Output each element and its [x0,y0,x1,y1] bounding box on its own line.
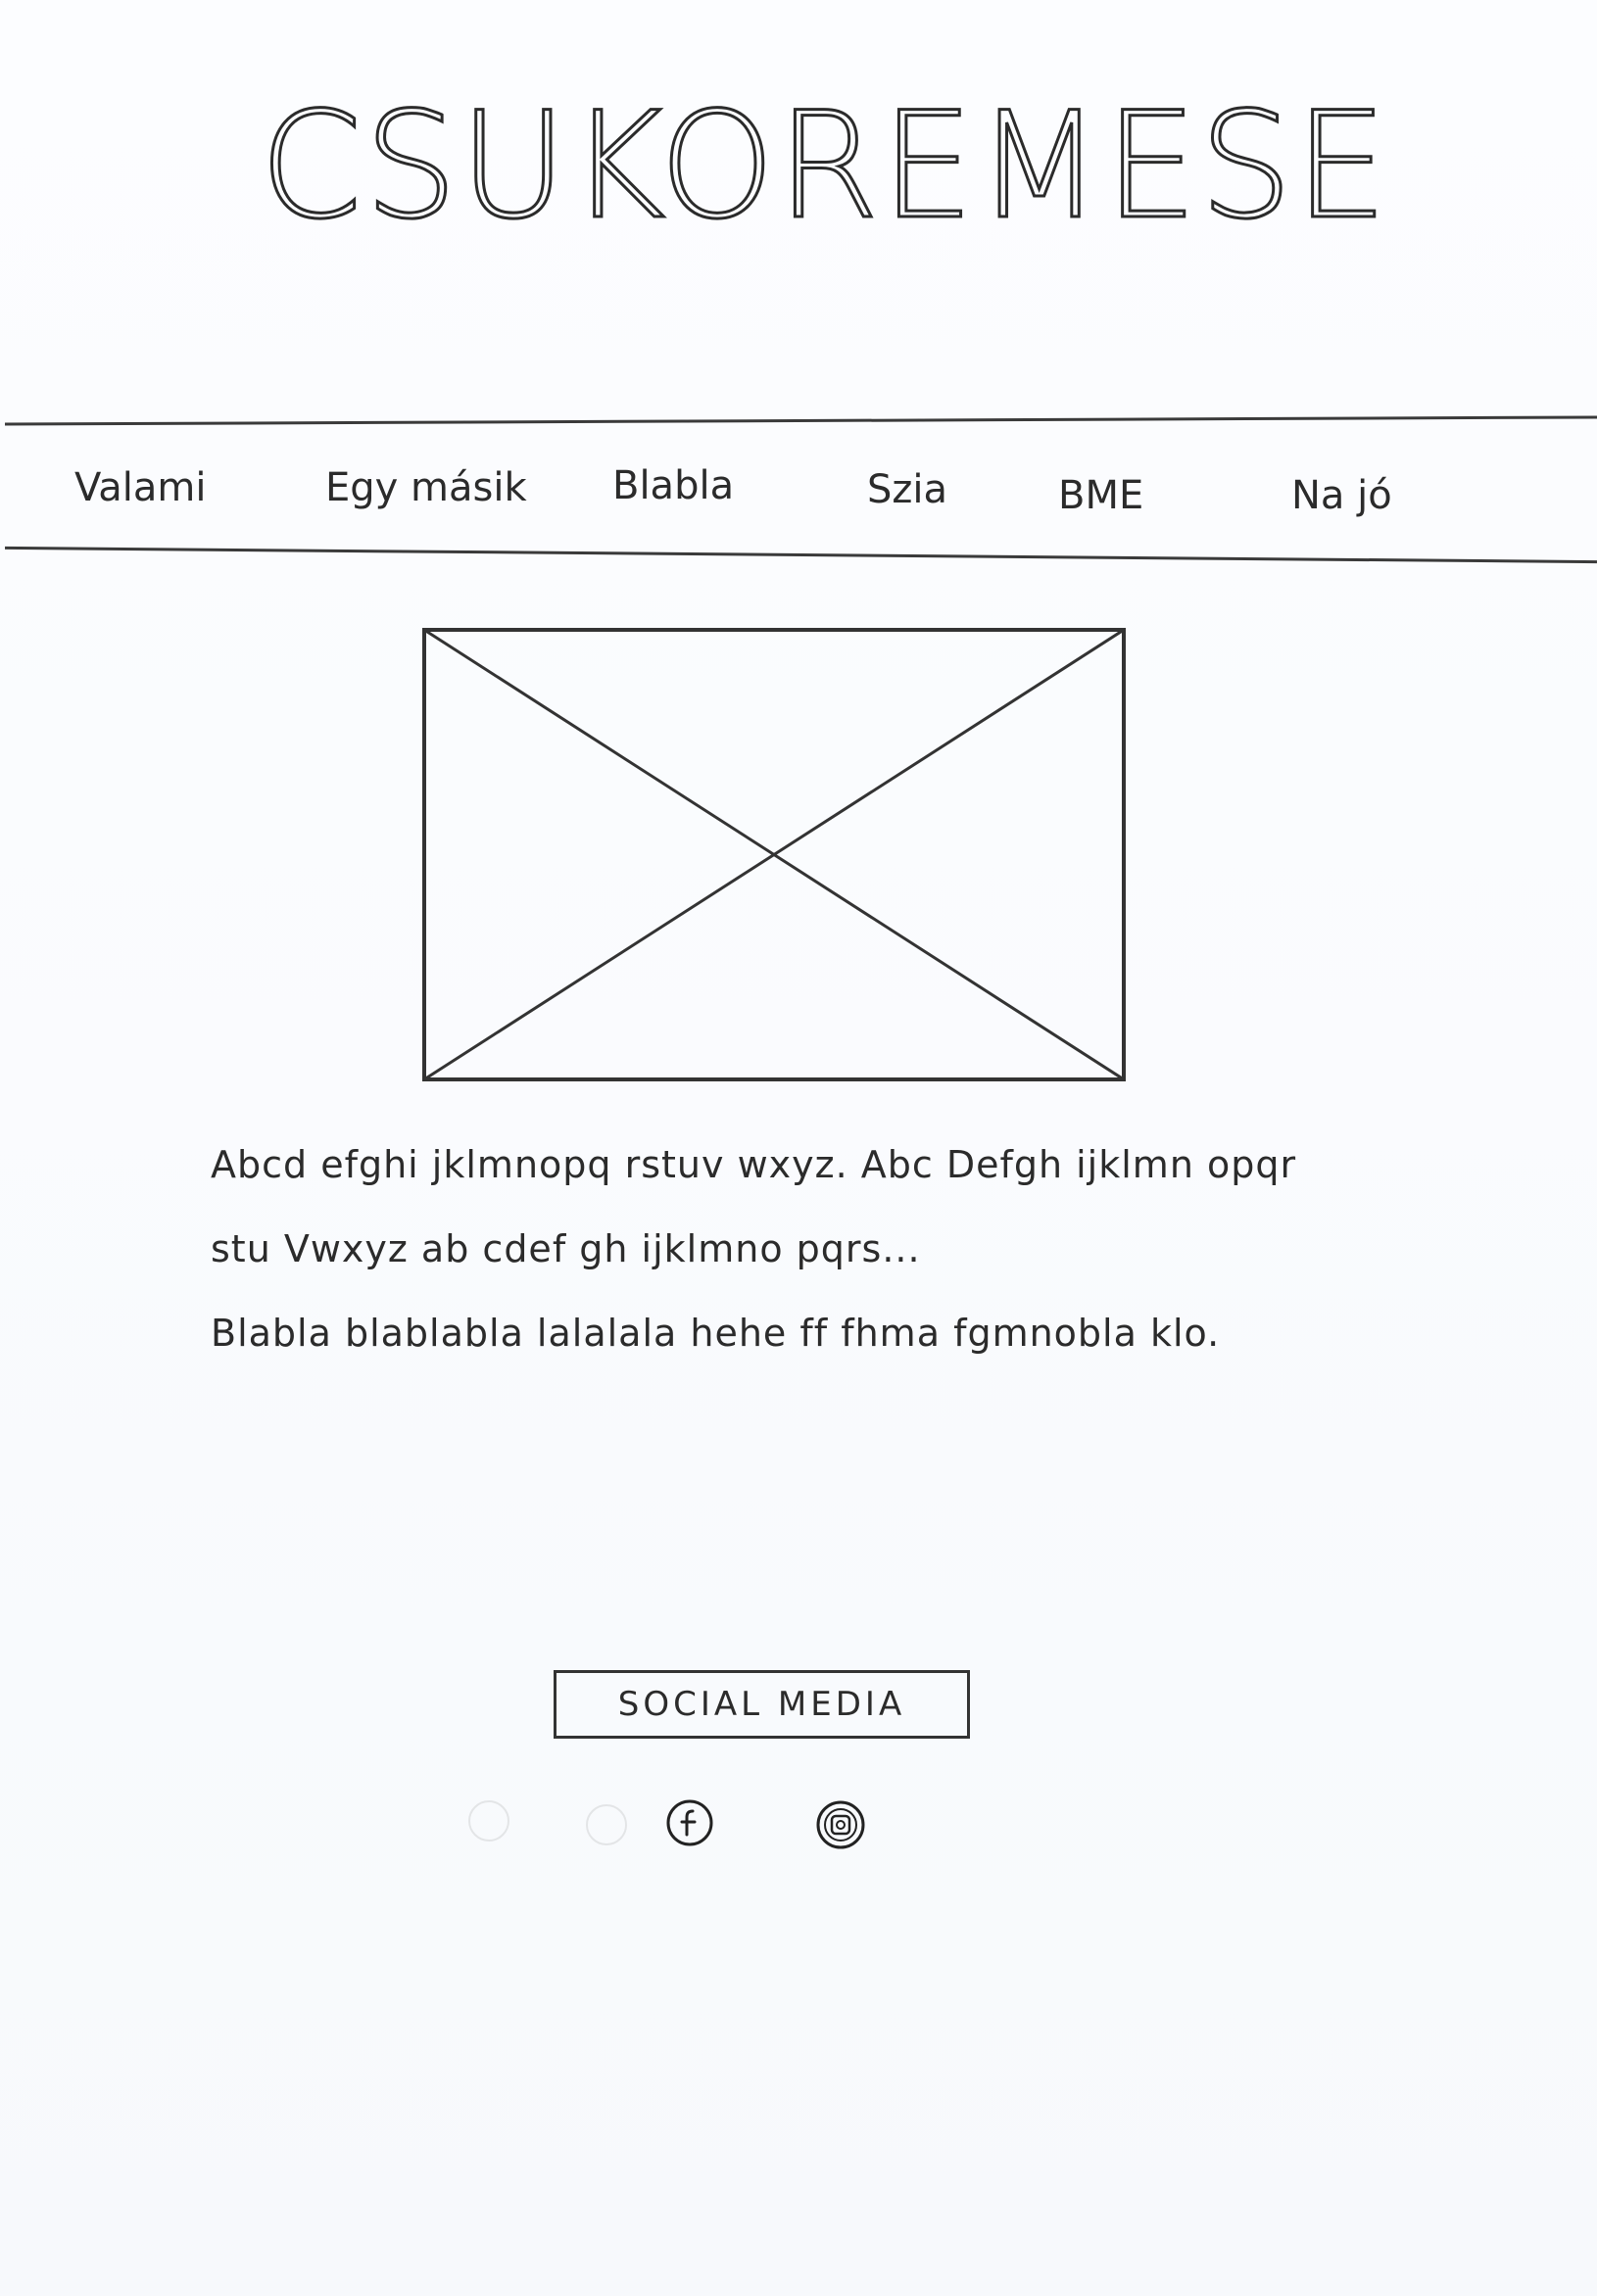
nav-item-egy-masik[interactable]: Egy másik [325,465,527,510]
image-placeholder-icon [422,628,1126,1081]
main-navigation: Valami Egy másik Blabla Szia BME Na jó [0,455,1597,524]
nav-bottom-divider [5,546,1597,564]
nav-item-szia[interactable]: Szia [867,467,948,512]
facebook-icon[interactable] [664,1797,715,1848]
instagram-icon[interactable] [815,1799,866,1850]
nav-item-na-jo[interactable]: Na jó [1291,473,1392,518]
body-text-line: Blabla blablabla lalalala hehe ff fhma f… [211,1312,1221,1355]
erased-circle-icon [586,1804,627,1845]
body-text-line: Abcd efghi jklmnopq rstuv wxyz. Abc Defg… [211,1143,1297,1186]
nav-top-divider [5,415,1597,426]
body-text-line: stu Vwxyz ab cdef gh ijklmno pqrs... [211,1227,921,1270]
nav-item-valami[interactable]: Valami [74,465,207,510]
body-paragraph: Abcd efghi jklmnopq rstuv wxyz. Abc Defg… [211,1146,1484,1399]
nav-item-blabla[interactable]: Blabla [612,463,735,508]
nav-item-bme[interactable]: BME [1058,473,1144,518]
social-icons-row [0,1797,1597,1856]
social-media-button[interactable]: SOCIAL MEDIA [554,1670,970,1739]
erased-facebook-icon [468,1800,509,1842]
site-title: CSUKOREMESE [258,81,1390,252]
